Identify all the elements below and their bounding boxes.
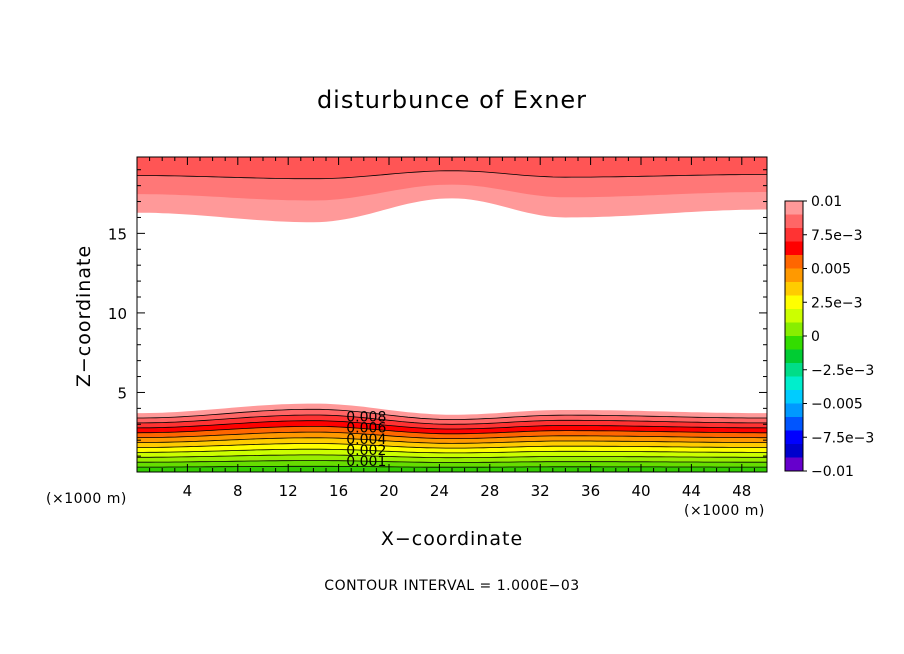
x-axis-unit-left: (×1000 m) <box>46 491 127 507</box>
upper-band-2 <box>137 157 767 179</box>
colorbar-swatch <box>785 336 803 350</box>
lower-band-9 <box>137 415 767 472</box>
colorbar-swatch <box>785 282 803 296</box>
x-axis-label: X−coordinate <box>380 528 524 550</box>
x-tick-label: 4 <box>183 482 193 500</box>
x-tick-label: 28 <box>480 482 499 500</box>
contour-line-lower-8 <box>136 425 767 435</box>
x-tick-label: 12 <box>279 482 298 500</box>
x-tick-labels: 4 8 12 16 20 24 28 32 36 40 44 48 <box>183 482 752 500</box>
x-tick-label: 20 <box>379 482 398 500</box>
colorbar-label: −2.5e−3 <box>811 363 874 379</box>
colorbar-swatch <box>785 390 803 404</box>
contour-line-lower-1 <box>137 465 767 468</box>
colorbar-swatch <box>785 228 803 242</box>
contour-label: 0.008 <box>346 410 386 426</box>
contour-line-lower-7 <box>136 431 767 440</box>
colorbar-swatch <box>785 201 803 215</box>
y-tick-labels: 5 10 15 <box>108 225 127 402</box>
lower-band-1 <box>137 460 767 472</box>
contour-label: 0.004 <box>346 432 386 448</box>
lower-band-8 <box>137 420 767 472</box>
colorbar-label: −0.005 <box>811 397 863 413</box>
contour-line-lower-4 <box>137 448 767 454</box>
x-tick-label: 36 <box>581 482 600 500</box>
x-tick-label: 16 <box>329 482 348 500</box>
contour-line-lower-6 <box>137 437 767 444</box>
contour-line-lower-3 <box>137 454 767 459</box>
colorbar-label: −7.5e−3 <box>811 430 874 446</box>
x-tick-label: 48 <box>732 482 751 500</box>
contour-label: 0.006 <box>346 421 386 437</box>
colorbar-label: 0 <box>811 329 820 345</box>
x-tick-label: 24 <box>430 482 449 500</box>
lower-band-4 <box>137 443 767 472</box>
colorbar-frame <box>784 200 804 472</box>
colorbar-label: 7.5e−3 <box>811 228 863 244</box>
y-tick-label: 5 <box>117 384 127 402</box>
colorbar-label: 2.5e−3 <box>811 295 863 311</box>
colorbar-swatch <box>785 457 803 472</box>
plot-frame <box>136 156 768 473</box>
lower-band-3 <box>137 449 767 472</box>
contour-lines <box>136 170 768 468</box>
axis-ticks <box>136 157 768 473</box>
colorbar-label: −0.01 <box>811 464 854 480</box>
colorbar-swatch <box>785 430 803 445</box>
x-tick-label: 40 <box>631 482 650 500</box>
y-axis-label: Z−coordinate <box>73 244 95 388</box>
contour-line-upper <box>137 170 767 180</box>
contour-label: 0.002 <box>346 443 386 459</box>
colorbar-label: 0.01 <box>811 194 842 210</box>
contour-interval-note: CONTOUR INTERVAL = 1.000E−03 <box>324 578 580 594</box>
colorbar-swatch <box>785 417 803 431</box>
x-tick-label: 32 <box>531 482 550 500</box>
contour-line-lower-9 <box>136 420 768 430</box>
colorbar-swatch <box>785 403 803 418</box>
colorbar-swatch <box>785 255 803 269</box>
colorbar-swatch <box>785 349 803 364</box>
x-tick-label: 8 <box>233 482 243 500</box>
y-tick-label: 10 <box>108 305 127 323</box>
x-axis-unit-right: (×1000 m) <box>684 503 765 519</box>
colorbar-swatch <box>785 214 803 229</box>
contour-line-lower-5 <box>137 443 767 449</box>
contour-fills <box>137 157 767 472</box>
contour-label: 0.001 <box>346 454 386 470</box>
lower-band-6 <box>137 432 767 472</box>
colorbar-swatch <box>785 322 803 337</box>
colorbar: 0.01 7.5e−3 0.005 2.5e−3 0 −2.5e−3 −0.005 −7.5e… <box>784 194 874 480</box>
colorbar-swatch <box>785 241 803 256</box>
upper-band-0 <box>137 157 767 223</box>
colorbar-swatch <box>785 363 803 377</box>
upper-band-1 <box>137 157 767 201</box>
lower-band-5 <box>137 437 767 472</box>
contour-line-lower-2 <box>137 460 767 463</box>
colorbar-swatch <box>785 444 803 458</box>
lower-band-7 <box>137 426 767 472</box>
contour-line-lower-11 <box>137 408 767 420</box>
y-tick-label: 15 <box>108 225 127 243</box>
lower-band-10 <box>137 409 767 472</box>
colorbar-swatch <box>785 309 803 323</box>
lower-band-11 <box>137 403 767 472</box>
contour-line-lower-10 <box>137 414 767 425</box>
colorbar-label: 0.005 <box>811 262 851 278</box>
colorbar-swatch <box>785 295 803 310</box>
x-tick-label: 44 <box>682 482 701 500</box>
lower-band-0 <box>137 466 767 472</box>
lower-band-2 <box>137 454 767 472</box>
chart-title: disturbunce of Exner <box>316 86 588 114</box>
colorbar-swatch <box>785 376 803 391</box>
colorbar-swatch <box>785 268 803 283</box>
